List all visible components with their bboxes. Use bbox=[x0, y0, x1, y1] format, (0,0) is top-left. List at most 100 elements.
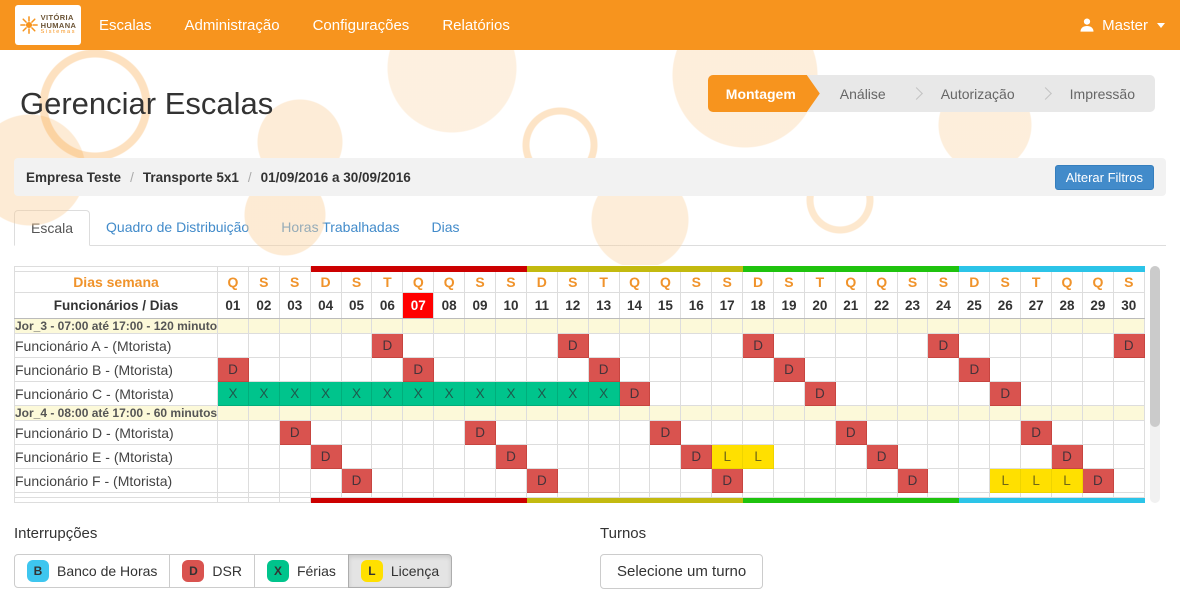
day-cell-mark-X[interactable]: X bbox=[556, 381, 589, 406]
day-cell[interactable] bbox=[556, 357, 589, 382]
day-cell-mark-X[interactable]: X bbox=[340, 381, 373, 406]
day-cell[interactable] bbox=[309, 468, 342, 493]
day-cell[interactable] bbox=[958, 420, 991, 445]
day-cell[interactable] bbox=[958, 381, 991, 406]
day-cell[interactable] bbox=[1020, 381, 1053, 406]
day-cell[interactable] bbox=[217, 333, 249, 358]
day-cell-mark-D[interactable]: D bbox=[649, 420, 682, 445]
day-cell[interactable] bbox=[989, 420, 1022, 445]
day-cell[interactable] bbox=[649, 381, 682, 406]
nav-item-escalas[interactable]: Escalas bbox=[99, 16, 152, 34]
day-cell-mark-D[interactable]: D bbox=[402, 357, 435, 382]
day-cell[interactable] bbox=[834, 357, 867, 382]
wizard-step-autorizacao[interactable]: Autorização bbox=[940, 85, 1015, 102]
day-cell[interactable] bbox=[927, 420, 960, 445]
day-cell[interactable] bbox=[865, 357, 898, 382]
day-cell-mark-X[interactable]: X bbox=[587, 381, 620, 406]
day-cell[interactable] bbox=[340, 357, 373, 382]
day-cell[interactable] bbox=[711, 381, 744, 406]
day-cell-mark-D[interactable]: D bbox=[865, 444, 898, 469]
day-cell[interactable] bbox=[896, 444, 929, 469]
day-cell[interactable] bbox=[649, 357, 682, 382]
day-cell[interactable] bbox=[896, 357, 929, 382]
day-cell[interactable] bbox=[865, 468, 898, 493]
day-cell-mark-X[interactable]: X bbox=[495, 381, 527, 406]
day-cell[interactable] bbox=[773, 468, 805, 493]
day-cell[interactable] bbox=[865, 420, 898, 445]
day-cell-mark-X[interactable]: X bbox=[371, 381, 404, 406]
day-cell-mark-X[interactable]: X bbox=[309, 381, 342, 406]
day-cell-mark-L[interactable]: L bbox=[742, 444, 775, 469]
nav-item-administracao[interactable]: Administração bbox=[184, 16, 280, 34]
day-cell-mark-D[interactable]: D bbox=[495, 444, 527, 469]
day-cell[interactable] bbox=[773, 420, 805, 445]
day-cell-mark-D[interactable]: D bbox=[927, 333, 960, 358]
day-cell[interactable] bbox=[773, 381, 805, 406]
day-cell[interactable] bbox=[680, 381, 713, 406]
wizard-step-montagem[interactable]: Montagem bbox=[708, 75, 820, 112]
day-cell[interactable] bbox=[587, 333, 620, 358]
day-cell-mark-D[interactable]: D bbox=[587, 357, 620, 382]
day-cell-mark-X[interactable]: X bbox=[433, 381, 466, 406]
day-cell-mark-X[interactable]: X bbox=[217, 381, 249, 406]
day-cell[interactable] bbox=[1020, 357, 1053, 382]
day-cell[interactable] bbox=[587, 444, 620, 469]
day-cell[interactable] bbox=[773, 333, 805, 358]
legend-button-ferias[interactable]: X Férias bbox=[253, 554, 349, 588]
day-cell-mark-L[interactable]: L bbox=[989, 468, 1022, 493]
day-cell[interactable] bbox=[803, 357, 836, 382]
day-cell[interactable] bbox=[464, 333, 497, 358]
day-cell[interactable] bbox=[278, 333, 311, 358]
day-cell-mark-D[interactable]: D bbox=[371, 333, 404, 358]
day-cell-mark-L[interactable]: L bbox=[711, 444, 744, 469]
day-cell[interactable] bbox=[618, 468, 651, 493]
day-cell[interactable] bbox=[1081, 357, 1114, 382]
vertical-scrollbar[interactable] bbox=[1150, 266, 1160, 503]
day-cell[interactable] bbox=[742, 468, 775, 493]
day-cell[interactable] bbox=[803, 333, 836, 358]
day-cell[interactable] bbox=[927, 444, 960, 469]
day-cell[interactable] bbox=[680, 333, 713, 358]
day-cell[interactable] bbox=[1081, 381, 1114, 406]
day-cell[interactable] bbox=[525, 444, 558, 469]
day-cell[interactable] bbox=[433, 444, 466, 469]
day-cell[interactable] bbox=[865, 381, 898, 406]
day-cell[interactable] bbox=[989, 333, 1022, 358]
day-cell[interactable] bbox=[865, 333, 898, 358]
day-cell[interactable] bbox=[618, 444, 651, 469]
day-cell-mark-D[interactable]: D bbox=[1051, 444, 1083, 469]
day-cell[interactable] bbox=[556, 468, 589, 493]
day-cell[interactable] bbox=[464, 468, 497, 493]
day-cell[interactable] bbox=[217, 444, 249, 469]
day-cell[interactable] bbox=[309, 357, 342, 382]
day-cell[interactable] bbox=[711, 420, 744, 445]
tab-dias[interactable]: Dias bbox=[431, 219, 460, 235]
day-cell-mark-D[interactable]: D bbox=[618, 381, 651, 406]
day-cell[interactable] bbox=[1081, 333, 1114, 358]
day-cell[interactable] bbox=[495, 468, 527, 493]
day-cell[interactable] bbox=[1020, 333, 1053, 358]
tab-quadro-de-distribuicao[interactable]: Quadro de Distribuição bbox=[106, 219, 250, 235]
day-cell[interactable] bbox=[247, 357, 280, 382]
day-cell[interactable] bbox=[587, 468, 620, 493]
day-cell-mark-D[interactable]: D bbox=[556, 333, 589, 358]
day-cell[interactable] bbox=[803, 420, 836, 445]
day-cell[interactable] bbox=[525, 357, 558, 382]
nav-item-relatorios[interactable]: Relatórios bbox=[442, 16, 510, 34]
wizard-step-impressao[interactable]: Impressão bbox=[1069, 85, 1135, 102]
day-cell[interactable] bbox=[742, 381, 775, 406]
day-cell[interactable] bbox=[1112, 468, 1145, 493]
day-cell[interactable] bbox=[1112, 381, 1145, 406]
day-cell[interactable] bbox=[464, 357, 497, 382]
day-cell[interactable] bbox=[1020, 444, 1053, 469]
day-cell-mark-D[interactable]: D bbox=[896, 468, 929, 493]
day-cell[interactable] bbox=[340, 444, 373, 469]
day-cell[interactable] bbox=[402, 333, 435, 358]
day-cell[interactable] bbox=[556, 444, 589, 469]
day-cell[interactable] bbox=[217, 420, 249, 445]
user-menu[interactable]: Master bbox=[1079, 17, 1165, 34]
day-cell[interactable] bbox=[433, 333, 466, 358]
day-cell-mark-D[interactable]: D bbox=[525, 468, 558, 493]
wizard-step-analise[interactable]: Análise bbox=[839, 85, 886, 102]
day-cell[interactable] bbox=[556, 420, 589, 445]
